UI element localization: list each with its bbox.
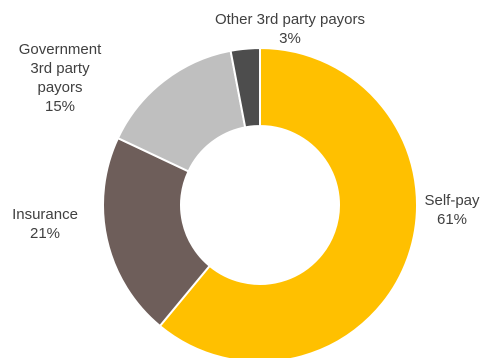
slice-label-self-pay: Self-pay 61% <box>422 191 482 229</box>
slice-label-government: Government 3rd party payors 15% <box>0 40 120 116</box>
slice-value-government: 15% <box>44 98 76 115</box>
slice-name-government-line-2: 3rd party <box>30 60 90 77</box>
slice-name-other: Other 3rd party payors <box>214 11 366 28</box>
slice-name-government-line-3: payors <box>37 79 83 96</box>
slice-label-other: Other 3rd party payors 3% <box>190 10 390 48</box>
slice-value-insurance: 21% <box>29 225 61 242</box>
slice-name-government-line-1: Government <box>18 41 102 58</box>
slice-label-insurance: Insurance 21% <box>3 205 87 243</box>
donut-slice-insurance <box>102 136 212 328</box>
donut-slice-self-pay <box>158 46 418 358</box>
slice-name-insurance: Insurance <box>12 206 78 223</box>
slice-value-other: 3% <box>279 30 301 47</box>
slice-value-self-pay: 61% <box>436 211 468 228</box>
donut-slice-other-3rd-party-payors <box>229 46 261 129</box>
slice-name-self-pay: Self-pay <box>424 192 480 209</box>
